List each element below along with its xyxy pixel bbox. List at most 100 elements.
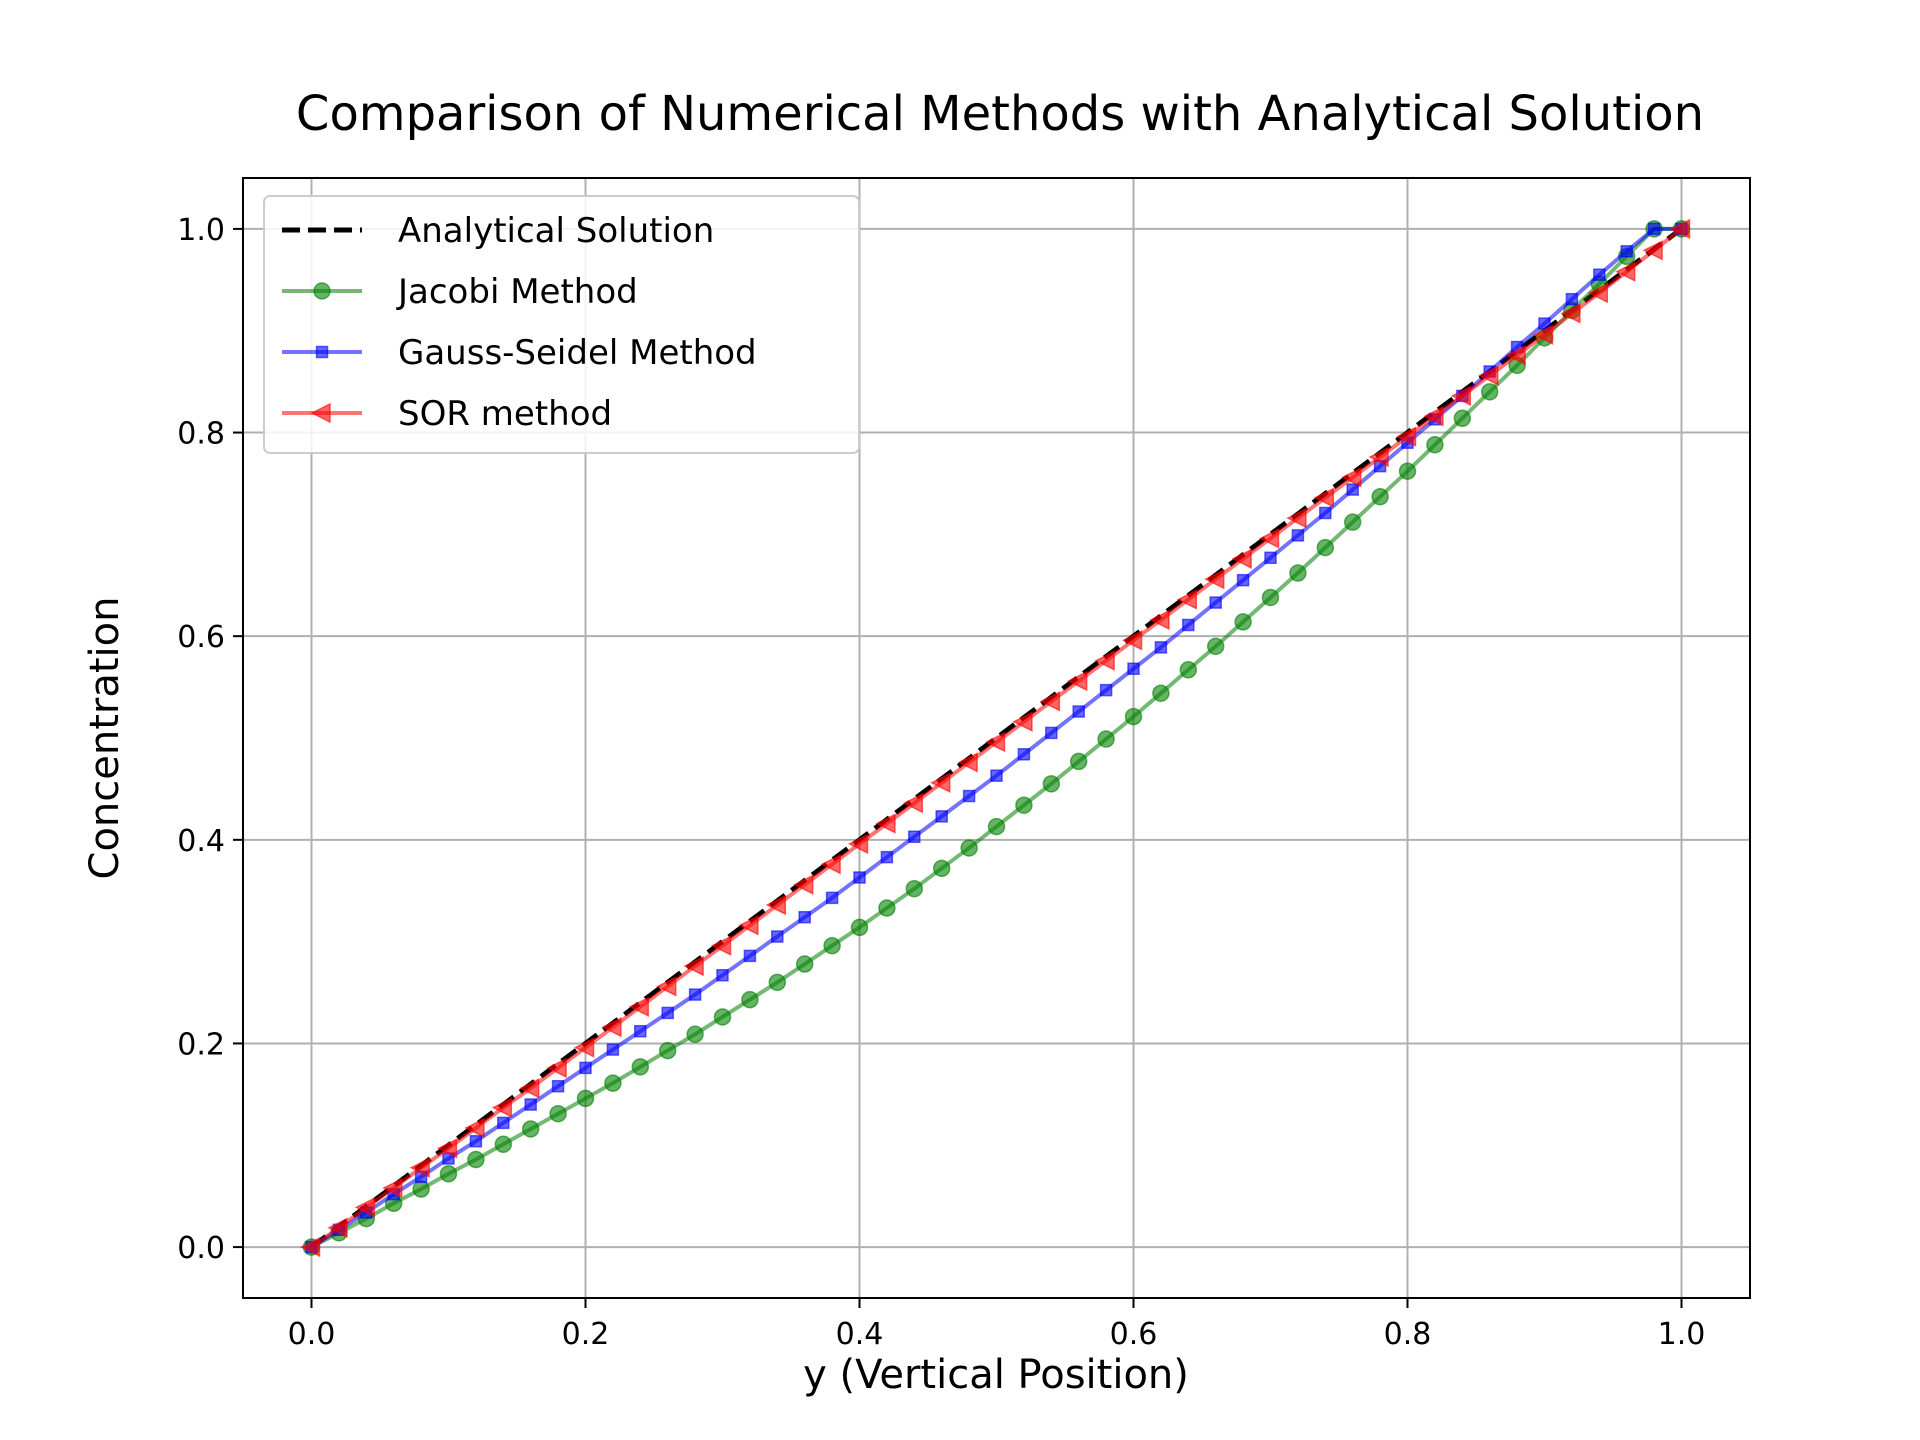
data-point <box>354 1197 376 1218</box>
data-point <box>1204 568 1225 590</box>
data-point <box>880 850 894 864</box>
legend-entry: Gauss-Seidel Method <box>282 333 757 373</box>
data-point <box>850 918 869 937</box>
data-point <box>1620 245 1633 258</box>
data-point <box>1206 637 1225 656</box>
data-point <box>579 1061 592 1075</box>
data-point <box>634 1024 647 1038</box>
data-point <box>990 769 1003 782</box>
legend-entry: Analytical Solution <box>282 211 714 251</box>
data-point <box>1264 551 1277 565</box>
legend: Analytical Solution Jacobi Method Gauss-Se… <box>263 195 860 454</box>
legend-label: Analytical Solution <box>398 211 714 251</box>
data-point <box>521 1120 540 1138</box>
data-point <box>1341 467 1362 488</box>
x-tick-label: 0.2 <box>562 1317 610 1352</box>
legend-entry: Jacobi Method <box>282 272 638 312</box>
data-point <box>439 1165 458 1183</box>
data-point <box>382 1177 403 1199</box>
data-point <box>469 1134 483 1148</box>
data-point <box>932 859 951 878</box>
data-point <box>741 990 759 1009</box>
data-point <box>491 1097 513 1118</box>
data-point <box>1179 661 1198 679</box>
data-point <box>1505 344 1526 366</box>
legend-label: Jacobi Method <box>396 272 638 312</box>
data-point <box>1182 618 1195 632</box>
data-point <box>771 930 784 943</box>
y-axis: 0.0 0.2 0.4 0.6 0.8 1.0 <box>177 213 243 1266</box>
data-point <box>1258 528 1280 549</box>
data-point <box>825 891 839 905</box>
data-point <box>631 1058 650 1076</box>
data-point <box>409 1157 430 1178</box>
data-point <box>987 817 1006 836</box>
x-tick-label: 0.4 <box>836 1317 884 1352</box>
data-point <box>1072 705 1085 718</box>
data-point <box>713 1008 732 1026</box>
x-tick-label: 0.6 <box>1110 1317 1158 1352</box>
data-point <box>1209 596 1222 609</box>
data-point <box>1587 282 1609 304</box>
data-point <box>1478 365 1499 386</box>
data-point <box>1532 324 1554 346</box>
data-point <box>576 1089 595 1108</box>
data-point <box>464 1117 485 1139</box>
data-point <box>793 874 814 895</box>
data-point <box>1286 507 1307 529</box>
data-point <box>1480 383 1499 401</box>
data-point <box>299 1236 321 1258</box>
data-point <box>1343 513 1362 531</box>
data-point <box>686 1025 704 1044</box>
data-point <box>436 1138 458 1159</box>
data-point <box>606 1043 620 1056</box>
data-point <box>768 973 787 992</box>
x-tick-label: 1.0 <box>1658 1317 1706 1352</box>
data-point <box>798 910 811 924</box>
data-point <box>908 830 921 844</box>
data-point <box>310 402 331 424</box>
x-tick-label: 0.0 <box>288 1317 336 1352</box>
y-axis-title: Concentration <box>82 597 128 880</box>
data-point <box>820 854 841 875</box>
data-point <box>1642 240 1663 261</box>
data-point <box>716 968 729 982</box>
data-point <box>1565 292 1579 306</box>
data-point <box>656 976 677 997</box>
data-point <box>1069 752 1088 771</box>
data-point <box>1234 613 1252 631</box>
data-point <box>628 996 650 1018</box>
data-point <box>1319 506 1332 520</box>
data-point <box>327 1217 348 1238</box>
data-point <box>1289 564 1307 582</box>
data-point <box>1152 684 1170 702</box>
data-point <box>1453 409 1472 428</box>
x-axis: 0.0 0.2 0.4 0.6 0.8 1.0 <box>288 1298 1706 1352</box>
data-point <box>1423 406 1444 427</box>
data-point <box>1094 650 1115 671</box>
data-point <box>1368 446 1389 468</box>
data-point <box>795 955 814 973</box>
data-point <box>1647 222 1661 236</box>
data-point <box>1593 268 1606 281</box>
data-point <box>853 871 866 884</box>
data-point <box>823 936 841 955</box>
data-point <box>1291 529 1305 542</box>
data-point <box>313 282 331 300</box>
data-point <box>957 752 978 773</box>
data-point <box>1154 641 1168 654</box>
data-point <box>601 1016 622 1038</box>
data-point <box>661 1006 674 1020</box>
y-tick-label: 0.4 <box>177 824 225 859</box>
data-point <box>1039 691 1061 712</box>
data-point <box>519 1078 540 1099</box>
y-tick-label: 0.8 <box>177 417 225 452</box>
data-point <box>1127 662 1140 676</box>
legend-entry: SOR method <box>282 394 612 434</box>
y-tick-label: 1.0 <box>177 213 225 248</box>
y-tick-label: 0.6 <box>177 620 225 655</box>
data-point <box>1450 385 1472 407</box>
data-point <box>1099 683 1113 697</box>
data-point <box>549 1104 567 1123</box>
data-point <box>1560 303 1581 324</box>
